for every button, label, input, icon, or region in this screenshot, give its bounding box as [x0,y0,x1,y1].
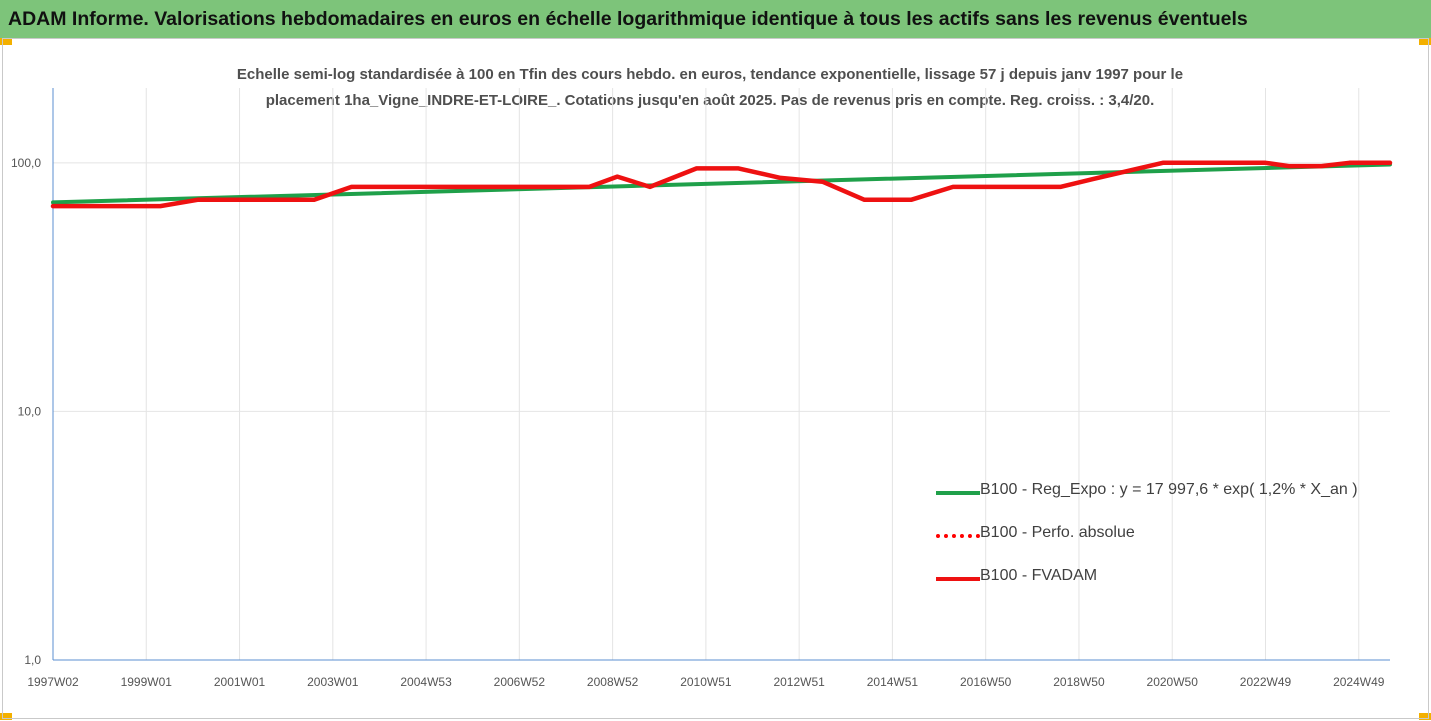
title-banner: ADAM Informe. Valorisations hebdomadaire… [0,0,1431,38]
x-tick-label-1: 1999W01 [121,675,173,689]
x-tick-label-10: 2016W50 [960,675,1012,689]
chart-frame [2,38,1429,719]
legend-label-reg-expo: B100 - Reg_Expo : y = 17 997,6 * exp( 1,… [980,481,1358,498]
y-tick-label-1: 10,0 [18,404,42,418]
corner-marker-top-left [0,38,12,45]
corner-marker-bottom-left [0,713,12,720]
legend-item-perfo-absolue: B100 - Perfo. absolue [930,521,1400,564]
x-tick-label-12: 2020W50 [1147,675,1199,689]
x-tick-label-7: 2010W51 [680,675,732,689]
legend-swatch-perfo-absolue [936,534,980,538]
series-line-0 [51,162,1392,205]
x-tick-label-11: 2018W50 [1053,675,1105,689]
corner-marker-top-right [1419,38,1431,45]
banner-title: ADAM Informe. Valorisations hebdomadaire… [8,8,1248,30]
x-tick-label-2: 2001W01 [214,675,266,689]
legend-label-perfo-absolue: B100 - Perfo. absolue [980,524,1135,541]
legend-item-fvadam: B100 - FVADAM [930,564,1400,607]
x-tick-label-13: 2022W49 [1240,675,1292,689]
x-tick-label-8: 2012W51 [773,675,825,689]
x-tick-label-9: 2014W51 [867,675,919,689]
legend-swatch-reg-expo [936,491,980,495]
y-tick-label-0: 1,0 [24,653,41,667]
x-tick-label-4: 2004W53 [400,675,452,689]
legend-item-reg-expo: B100 - Reg_Expo : y = 17 997,6 * exp( 1,… [930,478,1400,521]
chart-legend: B100 - Reg_Expo : y = 17 997,6 * exp( 1,… [930,478,1400,607]
legend-swatch-fvadam [936,577,980,581]
legend-label-fvadam: B100 - FVADAM [980,567,1098,584]
x-tick-label-3: 2003W01 [307,675,359,689]
series-line-2 [50,160,1393,209]
y-tick-label-2: 100,0 [11,156,41,170]
corner-marker-bottom-right [1419,713,1431,720]
x-tick-label-6: 2008W52 [587,675,639,689]
chart-title-line-1: Echelle semi-log standardisée à 100 en T… [236,66,1184,83]
chart-title: Echelle semi-log standardisée à 100 en T… [130,62,1290,114]
chart-title-line-2: placement 1ha_Vigne_INDRE-ET-LOIRE_. Cot… [265,92,1155,109]
x-tick-label-14: 2024W49 [1333,675,1385,689]
x-tick-label-0: 1997W02 [27,675,79,689]
x-tick-label-5: 2006W52 [494,675,546,689]
